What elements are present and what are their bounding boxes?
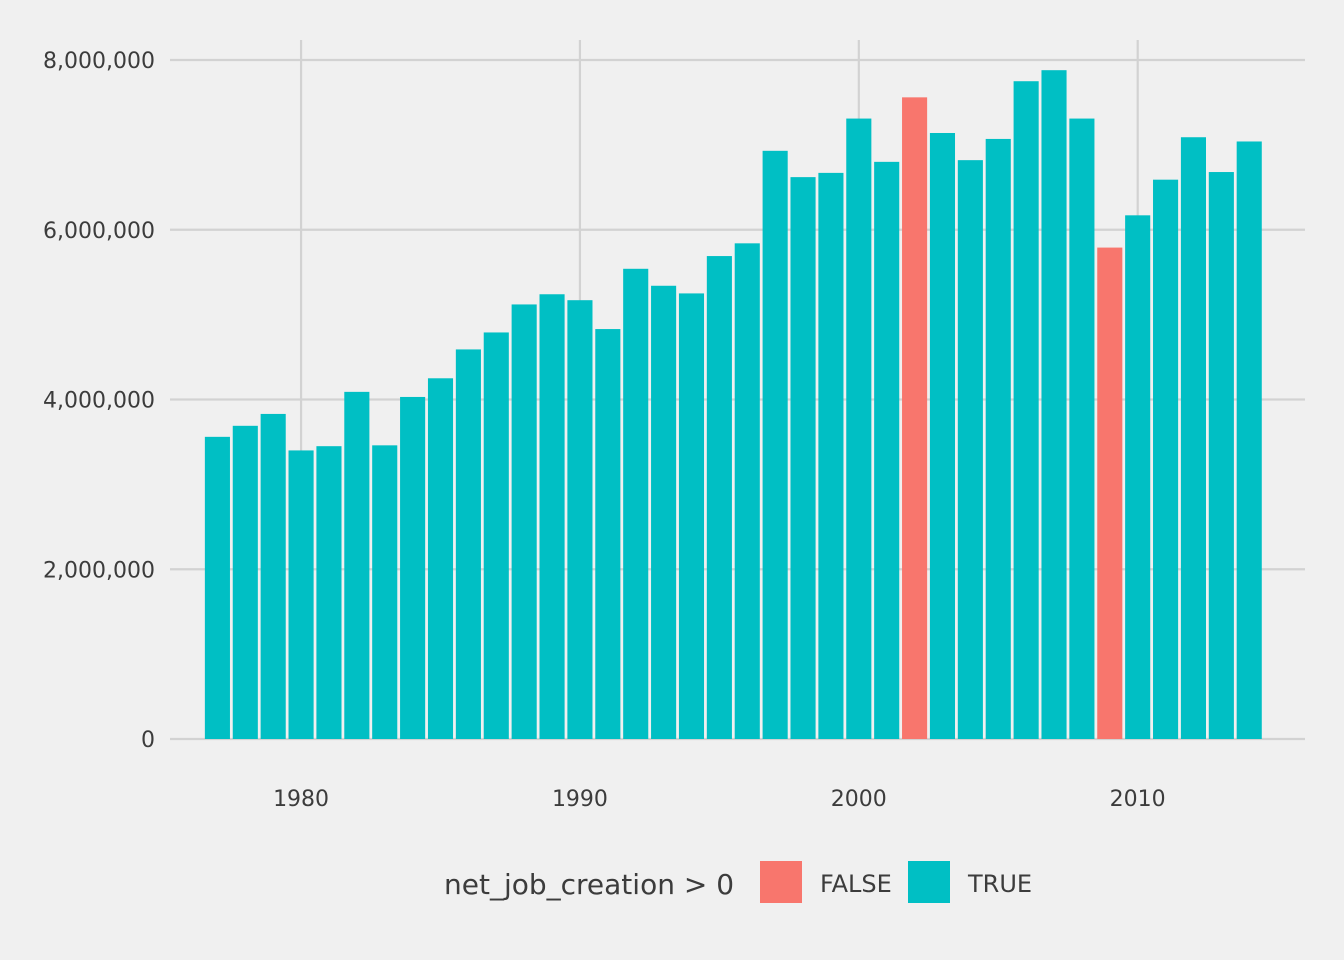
- bar-2012: [1180, 137, 1207, 739]
- bar-1981: [316, 446, 342, 739]
- bar-1985: [427, 378, 454, 739]
- y-tick-label: 8,000,000: [43, 49, 155, 74]
- x-tick-label: 1980: [273, 787, 329, 812]
- bar-2009: [1097, 247, 1123, 740]
- y-tick-label: 2,000,000: [43, 558, 155, 583]
- bar-1984: [400, 396, 426, 739]
- bar-2010: [1125, 215, 1151, 740]
- bar-1986: [455, 349, 481, 739]
- x-tick-label: 2010: [1110, 787, 1166, 812]
- bar-2003: [929, 132, 956, 739]
- bar-1983: [372, 445, 398, 739]
- y-tick-label: 6,000,000: [43, 219, 155, 244]
- bar-1996: [734, 243, 760, 739]
- y-tick-label: 0: [141, 728, 155, 753]
- legend-swatch-true: [908, 861, 950, 903]
- bar-1979: [260, 413, 286, 739]
- legend-title: net_job_creation > 0: [444, 868, 734, 901]
- bar-1977: [204, 436, 230, 739]
- bars: [204, 70, 1262, 740]
- x-tick-label: 2000: [831, 787, 887, 812]
- bar-2013: [1208, 172, 1234, 739]
- legend-swatch-false: [760, 861, 802, 903]
- bar-1995: [706, 256, 732, 739]
- bar-1997: [762, 150, 788, 739]
- axis-labels: 0 2,000,000 4,000,000 6,000,000 8,000,000 198…: [43, 49, 1166, 812]
- bar-1982: [344, 391, 370, 739]
- bar-1988: [511, 304, 537, 739]
- bar-2008: [1069, 118, 1095, 740]
- bar-2006: [1013, 81, 1039, 739]
- bar-1993: [651, 285, 677, 739]
- bar-1980: [288, 450, 314, 739]
- bar-1991: [595, 329, 621, 739]
- bar-1978: [232, 425, 258, 739]
- bar-2005: [985, 138, 1011, 740]
- bar-1989: [539, 294, 565, 739]
- bar-1994: [678, 293, 705, 739]
- bar-2014: [1236, 141, 1262, 740]
- bar-1998: [790, 177, 816, 739]
- bar-2002: [902, 97, 928, 740]
- legend-label-false: FALSE: [820, 870, 892, 898]
- y-tick-label: 4,000,000: [43, 389, 155, 414]
- bar-2000: [846, 118, 872, 740]
- legend-label-true: TRUE: [967, 870, 1032, 898]
- bar-1990: [567, 300, 593, 739]
- bar-1992: [623, 268, 649, 739]
- bar-1999: [818, 172, 844, 740]
- bar-2001: [874, 161, 900, 740]
- bar-2004: [957, 160, 983, 740]
- x-tick-label: 1990: [552, 787, 608, 812]
- bar-1987: [483, 332, 509, 739]
- bar-2011: [1153, 179, 1179, 739]
- legend: net_job_creation > 0 FALSE TRUE: [444, 861, 1032, 903]
- bar-2007: [1041, 70, 1067, 739]
